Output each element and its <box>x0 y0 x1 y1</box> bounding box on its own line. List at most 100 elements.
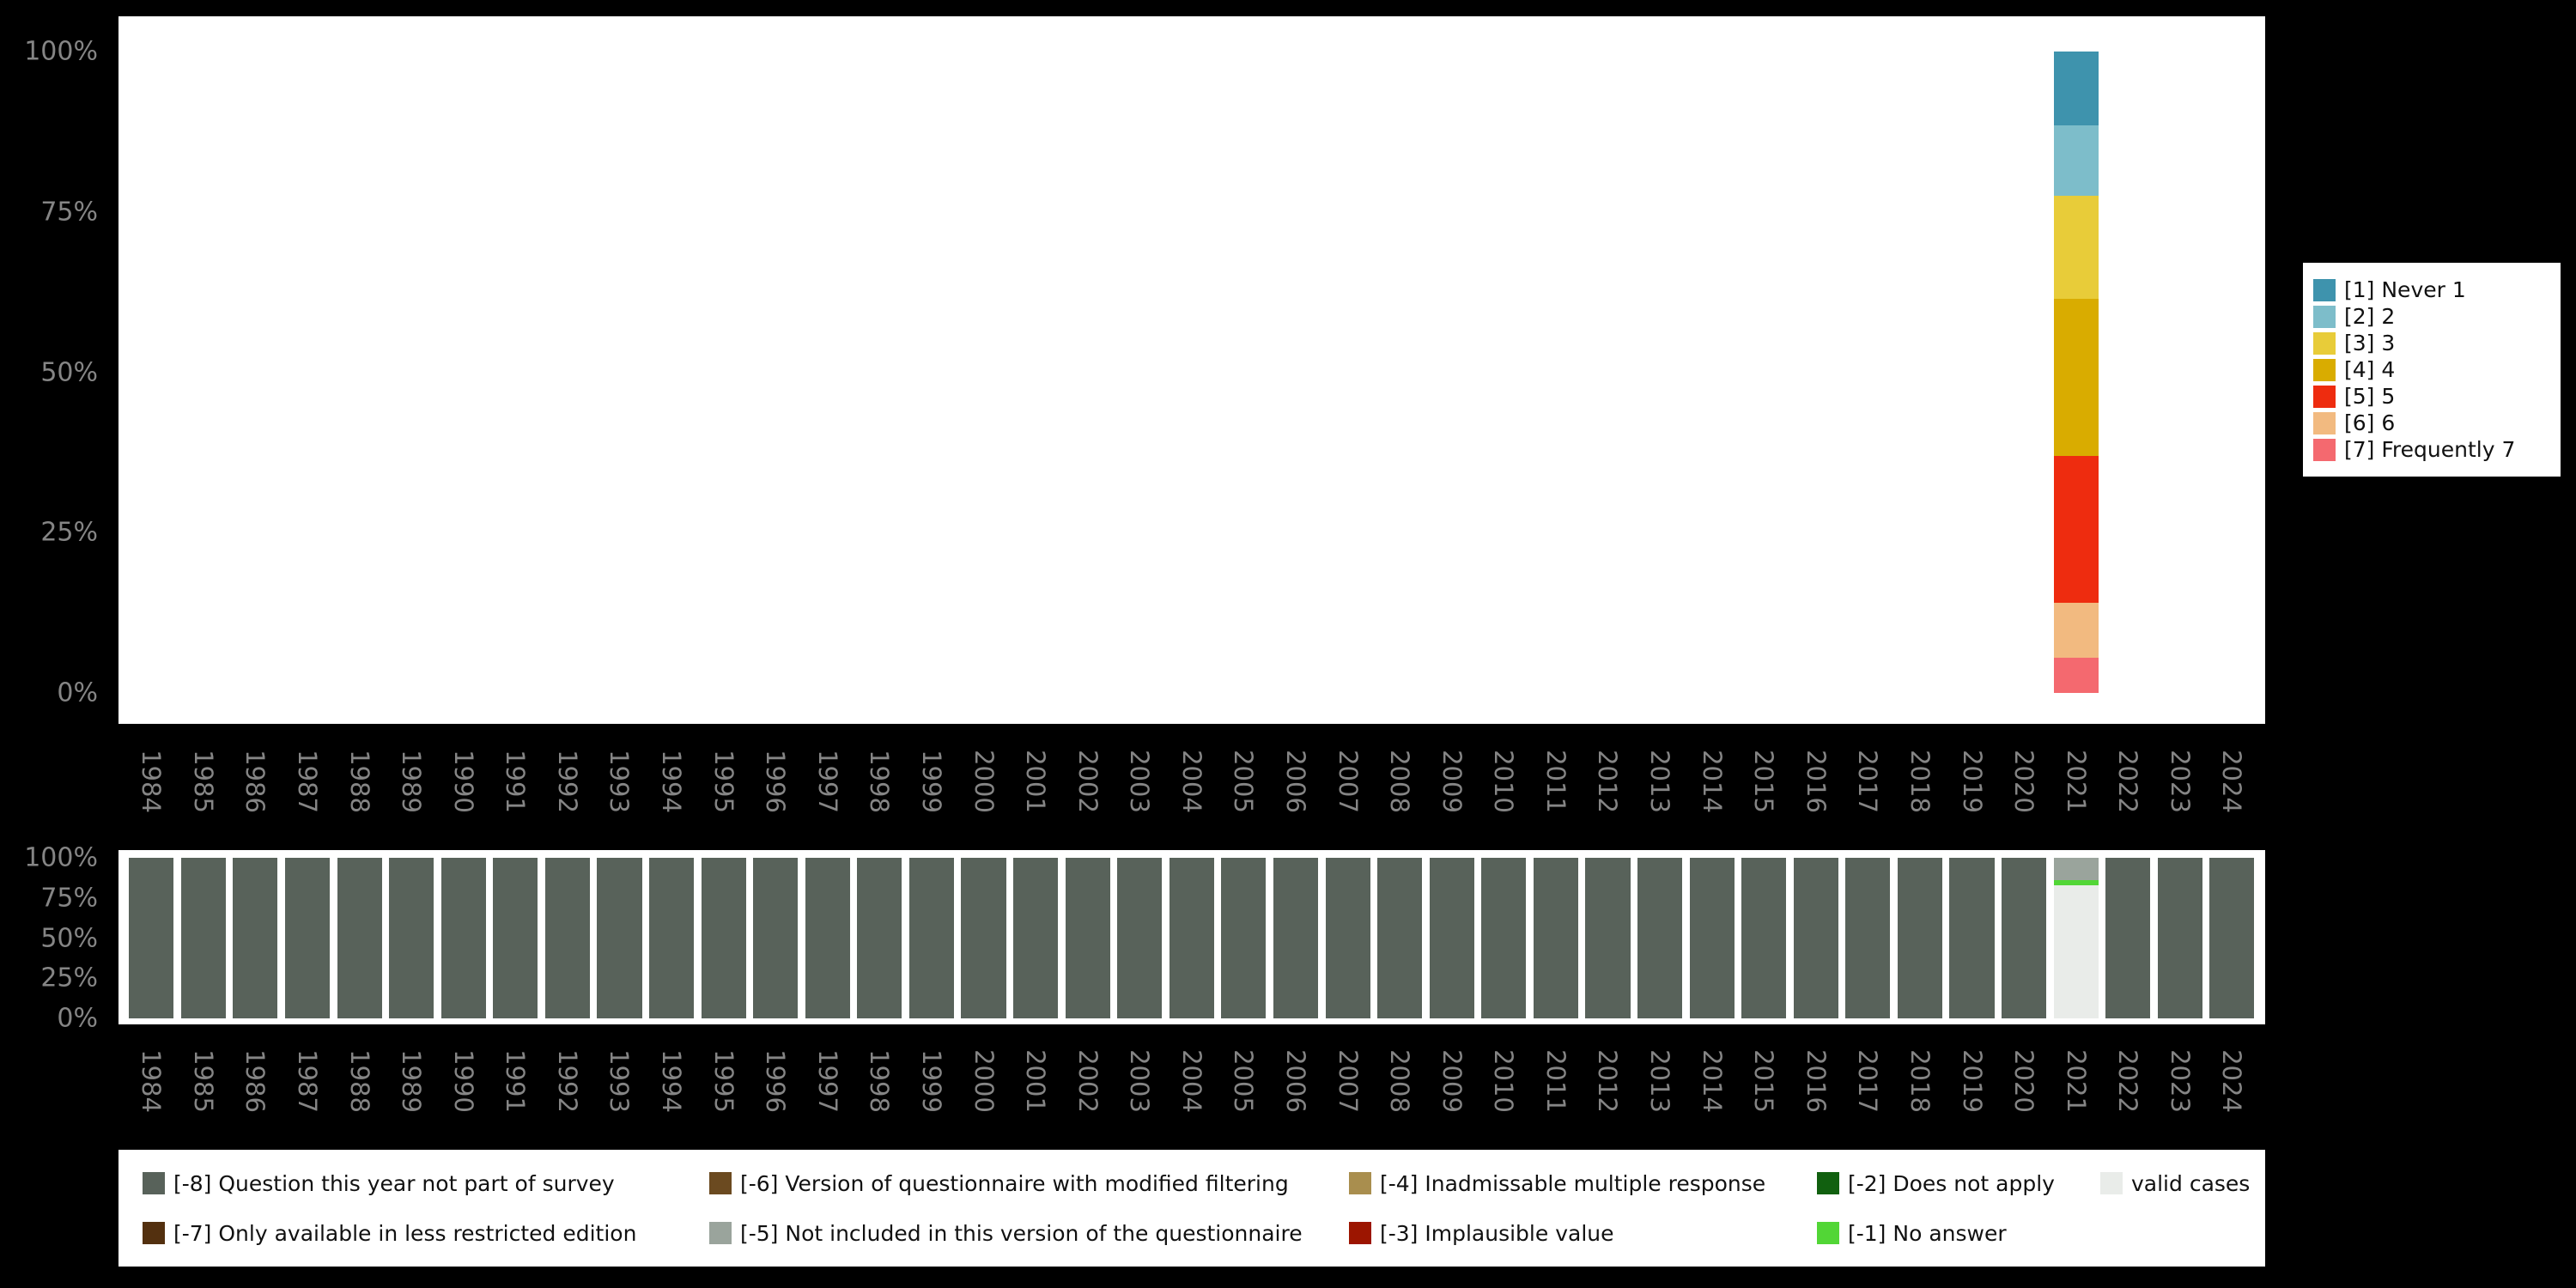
x-axis-year-label: 2014 <box>1697 750 1727 813</box>
bar-column-1986 <box>229 858 282 1018</box>
x-axis-year-label: 1994 <box>657 750 687 813</box>
stacked-bar <box>1534 52 1578 693</box>
x-axis-year-label: 2003 <box>1125 750 1155 813</box>
x-axis-label-slot: 2000 <box>957 1030 1010 1132</box>
bar-segment <box>2053 603 2099 658</box>
x-axis-label-slot: 2023 <box>2154 1030 2207 1132</box>
bar-column-2000 <box>957 52 1010 693</box>
legend-label: [-2] Does not apply <box>1848 1170 2055 1196</box>
x-axis-label-slot: 1998 <box>854 731 906 832</box>
bar-column-2000 <box>957 858 1010 1018</box>
distribution-chart-panel <box>118 16 2265 724</box>
bar-segment <box>544 858 590 1018</box>
legend-item: [4] 4 <box>2313 356 2550 383</box>
bar-column-1992 <box>542 858 594 1018</box>
y-axis-tick-label: 75% <box>40 883 98 914</box>
x-axis-year-label: 2014 <box>1697 1049 1727 1113</box>
bar-column-2023 <box>2154 52 2207 693</box>
bar-segment <box>2105 858 2151 1018</box>
legend-swatch <box>143 1222 165 1244</box>
x-axis-year-label: 1999 <box>916 1049 946 1113</box>
bar-column-1998 <box>854 52 906 693</box>
bar-segment <box>597 858 642 1018</box>
bar-column-1997 <box>802 52 854 693</box>
x-axis-label-slot: 2013 <box>1634 731 1686 832</box>
legend-label: [3] 3 <box>2344 331 2396 355</box>
stacked-bar <box>1637 858 1683 1018</box>
x-axis-year-label: 2000 <box>969 1049 999 1113</box>
stacked-bar <box>1065 858 1110 1018</box>
x-axis-year-label: 1984 <box>137 1049 167 1113</box>
bar-column-1995 <box>697 858 750 1018</box>
x-axis-year-label: 1999 <box>916 750 946 813</box>
bar-column-2004 <box>1166 858 1218 1018</box>
stacked-bar <box>1689 858 1735 1018</box>
legend-item: [-6] Version of questionnaire with modif… <box>709 1171 1349 1196</box>
bar-column-2016 <box>1790 52 1843 693</box>
x-axis-year-label: 2006 <box>1281 750 1310 813</box>
x-axis-label-slot: 2005 <box>1218 731 1270 832</box>
x-axis-label-slot: 1998 <box>854 1030 906 1132</box>
x-axis-year-label: 2012 <box>1593 1049 1623 1113</box>
stacked-bar <box>389 52 434 693</box>
x-axis-label-slot: 2002 <box>1061 731 1114 832</box>
bar-column-2010 <box>1478 858 1530 1018</box>
legend-swatch <box>2313 385 2336 408</box>
x-axis-label-slot: 2009 <box>1425 731 1478 832</box>
stacked-bar <box>233 52 277 693</box>
bar-column-1995 <box>697 52 750 693</box>
x-axis-label-slot: 1993 <box>593 1030 646 1132</box>
x-axis-year-label: 2021 <box>2061 1049 2091 1113</box>
x-axis-label-slot: 2020 <box>1998 731 2050 832</box>
stacked-bar <box>129 52 173 693</box>
missing-values-chart-panel <box>118 850 2265 1024</box>
x-axis-label-slot: 2024 <box>2206 731 2258 832</box>
stacked-bar <box>1741 52 1786 693</box>
bar-segment <box>1689 858 1735 1018</box>
bar-segment <box>1273 858 1319 1018</box>
bar-column-2020 <box>1998 52 2050 693</box>
distribution-x-axis: 1984 1985 1986 1987 1988 1989 1990 1991 1992 1993… <box>125 731 2258 832</box>
stacked-bar <box>1845 858 1891 1018</box>
y-axis-tick-label: 0% <box>57 677 98 708</box>
bar-segment <box>2053 657 2099 693</box>
stacked-bar <box>1117 52 1162 693</box>
legend-item: [-4] Inadmissable multiple response <box>1349 1171 1817 1196</box>
x-axis-year-label: 2022 <box>2113 1049 2143 1113</box>
x-axis-label-slot: 2001 <box>1010 1030 1062 1132</box>
bar-column-2012 <box>1582 52 1634 693</box>
legend-item: [2] 2 <box>2313 303 2550 330</box>
stacked-bar <box>389 858 434 1018</box>
y-axis-tick-label: 50% <box>40 923 98 953</box>
x-axis-year-label: 2002 <box>1072 750 1103 813</box>
legend-label: [-6] Version of questionnaire with modif… <box>740 1170 1289 1196</box>
stacked-bar <box>1949 52 1994 693</box>
stacked-bar <box>1637 52 1682 693</box>
x-axis-label-slot: 2014 <box>1686 731 1738 832</box>
legend-swatch <box>1817 1222 1839 1244</box>
distribution-y-axis: 100% 75% 50% 25% 0% <box>0 37 108 708</box>
x-axis-year-label: 1992 <box>552 750 582 813</box>
x-axis-year-label: 1995 <box>708 750 738 813</box>
stacked-bar <box>2105 52 2150 693</box>
x-axis-year-label: 1992 <box>552 1049 582 1113</box>
x-axis-label-slot: 1986 <box>229 731 282 832</box>
bar-column-2004 <box>1166 52 1218 693</box>
bar-segment <box>908 858 954 1018</box>
x-axis-year-label: 1987 <box>293 1049 323 1113</box>
x-axis-year-label: 1993 <box>605 1049 635 1113</box>
legend-label: [-1] No answer <box>1848 1220 2007 1246</box>
x-axis-label-slot: 2016 <box>1790 1030 1843 1132</box>
x-axis-year-label: 1988 <box>344 750 374 813</box>
legend-swatch <box>2313 438 2336 461</box>
x-axis-year-label: 2012 <box>1593 750 1623 813</box>
x-axis-year-label: 2010 <box>1489 1049 1519 1113</box>
x-axis-year-label: 1990 <box>448 750 478 813</box>
x-axis-label-slot: 1986 <box>229 1030 282 1132</box>
bar-column-2009 <box>1425 52 1478 693</box>
legend-label: [-4] Inadmissable multiple response <box>1380 1170 1766 1196</box>
bar-column-2024 <box>2206 858 2258 1018</box>
stacked-bar <box>180 858 226 1018</box>
stacked-bar <box>545 52 590 693</box>
bar-segment <box>1793 858 1838 1018</box>
